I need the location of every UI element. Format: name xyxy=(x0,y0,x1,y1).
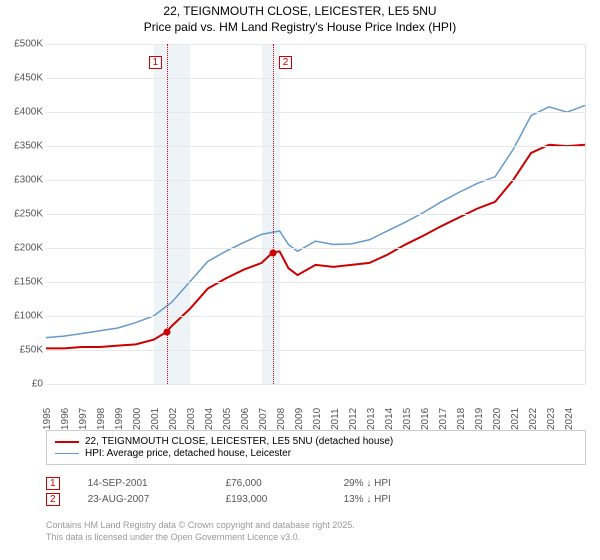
x-tick-label: 2020 xyxy=(492,408,503,430)
legend-item: 22, TEIGNMOUTH CLOSE, LEICESTER, LE5 5NU… xyxy=(55,436,577,447)
x-tick-label: 1999 xyxy=(114,408,125,430)
x-tick-label: 2005 xyxy=(222,408,233,430)
y-tick-label: £50K xyxy=(20,345,46,356)
title-line-2: Price paid vs. HM Land Registry's House … xyxy=(0,20,600,36)
legend-item: HPI: Average price, detached house, Leic… xyxy=(55,448,577,459)
y-tick-label: £150K xyxy=(14,277,46,288)
marker-dot xyxy=(269,249,276,256)
grid-line-h xyxy=(46,214,585,215)
marker-row-delta: 13% ↓ HPI xyxy=(344,494,391,505)
x-tick-label: 1996 xyxy=(60,408,71,430)
y-tick-label: £0 xyxy=(32,379,46,390)
grid-line-h xyxy=(46,78,585,79)
x-tick-label: 2013 xyxy=(366,408,377,430)
x-tick-label: 2010 xyxy=(312,408,323,430)
y-tick-label: £200K xyxy=(14,243,46,254)
x-tick-label: 1995 xyxy=(42,408,53,430)
x-tick-label: 2024 xyxy=(564,408,575,430)
x-tick-label: 2019 xyxy=(474,408,485,430)
x-tick-label: 2021 xyxy=(510,408,521,430)
y-tick-label: £100K xyxy=(14,311,46,322)
x-tick-label: 2015 xyxy=(402,408,413,430)
marker-row-date: 23-AUG-2007 xyxy=(88,494,198,505)
marker-badge: 1 xyxy=(149,56,163,69)
x-tick-label: 2018 xyxy=(456,408,467,430)
x-tick-label: 2023 xyxy=(546,408,557,430)
x-tick-label: 2011 xyxy=(330,408,341,430)
footer-line-2: This data is licensed under the Open Gov… xyxy=(46,532,586,544)
y-tick-label: £250K xyxy=(14,209,46,220)
x-tick-label: 2014 xyxy=(384,408,395,430)
marker-table: 1 14-SEP-2001 £76,000 29% ↓ HPI 2 23-AUG-2007… xyxy=(46,474,586,509)
x-tick-label: 1998 xyxy=(96,408,107,430)
legend-label: 22, TEIGNMOUTH CLOSE, LEICESTER, LE5 5NU… xyxy=(85,436,393,447)
grid-line-h xyxy=(46,180,585,181)
grid-line-h xyxy=(46,350,585,351)
x-tick-label: 2006 xyxy=(240,408,251,430)
marker-row-price: £193,000 xyxy=(226,494,316,505)
legend-label: HPI: Average price, detached house, Leic… xyxy=(85,448,291,459)
x-tick-label: 1997 xyxy=(78,408,89,430)
x-tick-label: 2001 xyxy=(150,408,161,430)
x-axis-labels: 1995199619971998199920002001200220032004… xyxy=(46,386,586,426)
title-line-1: 22, TEIGNMOUTH CLOSE, LEICESTER, LE5 5NU xyxy=(0,4,600,20)
marker-row-badge: 2 xyxy=(46,493,60,506)
series-line xyxy=(46,145,585,349)
chart-plot-area: £0£50K£100K£150K£200K£250K£300K£350K£400… xyxy=(46,44,586,384)
footer-line-1: Contains HM Land Registry data © Crown c… xyxy=(46,520,586,532)
x-tick-label: 2016 xyxy=(420,408,431,430)
y-tick-label: £300K xyxy=(14,175,46,186)
x-tick-label: 2000 xyxy=(132,408,143,430)
marker-row-delta: 29% ↓ HPI xyxy=(344,478,391,489)
marker-badge: 2 xyxy=(279,56,293,69)
x-tick-label: 2022 xyxy=(528,408,539,430)
x-tick-label: 2002 xyxy=(168,408,179,430)
x-tick-label: 2003 xyxy=(186,408,197,430)
x-tick-label: 2012 xyxy=(348,408,359,430)
legend-swatch xyxy=(55,453,79,454)
marker-detail-row: 1 14-SEP-2001 £76,000 29% ↓ HPI xyxy=(46,477,586,490)
marker-detail-row: 2 23-AUG-2007 £193,000 13% ↓ HPI xyxy=(46,493,586,506)
marker-dot xyxy=(163,329,170,336)
grid-line-h xyxy=(46,248,585,249)
grid-line-h xyxy=(46,44,585,45)
marker-vline xyxy=(273,44,274,384)
y-tick-label: £400K xyxy=(14,107,46,118)
marker-row-price: £76,000 xyxy=(226,478,316,489)
legend-box: 22, TEIGNMOUTH CLOSE, LEICESTER, LE5 5NU… xyxy=(46,430,586,465)
marker-row-badge: 1 xyxy=(46,477,60,490)
x-tick-label: 2009 xyxy=(294,408,305,430)
grid-line-h xyxy=(46,146,585,147)
legend-swatch xyxy=(55,441,79,443)
marker-row-date: 14-SEP-2001 xyxy=(88,478,198,489)
footer-note: Contains HM Land Registry data © Crown c… xyxy=(46,520,586,543)
title-block: 22, TEIGNMOUTH CLOSE, LEICESTER, LE5 5NU… xyxy=(0,0,600,35)
x-tick-label: 2007 xyxy=(258,408,269,430)
y-tick-label: £350K xyxy=(14,141,46,152)
x-tick-label: 2017 xyxy=(438,408,449,430)
series-line xyxy=(46,105,585,337)
y-tick-label: £500K xyxy=(14,39,46,50)
grid-line-h xyxy=(46,282,585,283)
y-tick-label: £450K xyxy=(14,73,46,84)
grid-line-h xyxy=(46,316,585,317)
chart-container: 22, TEIGNMOUTH CLOSE, LEICESTER, LE5 5NU… xyxy=(0,0,600,560)
grid-line-h xyxy=(46,384,585,385)
x-tick-label: 2004 xyxy=(204,408,215,430)
grid-line-h xyxy=(46,112,585,113)
x-tick-label: 2008 xyxy=(276,408,287,430)
